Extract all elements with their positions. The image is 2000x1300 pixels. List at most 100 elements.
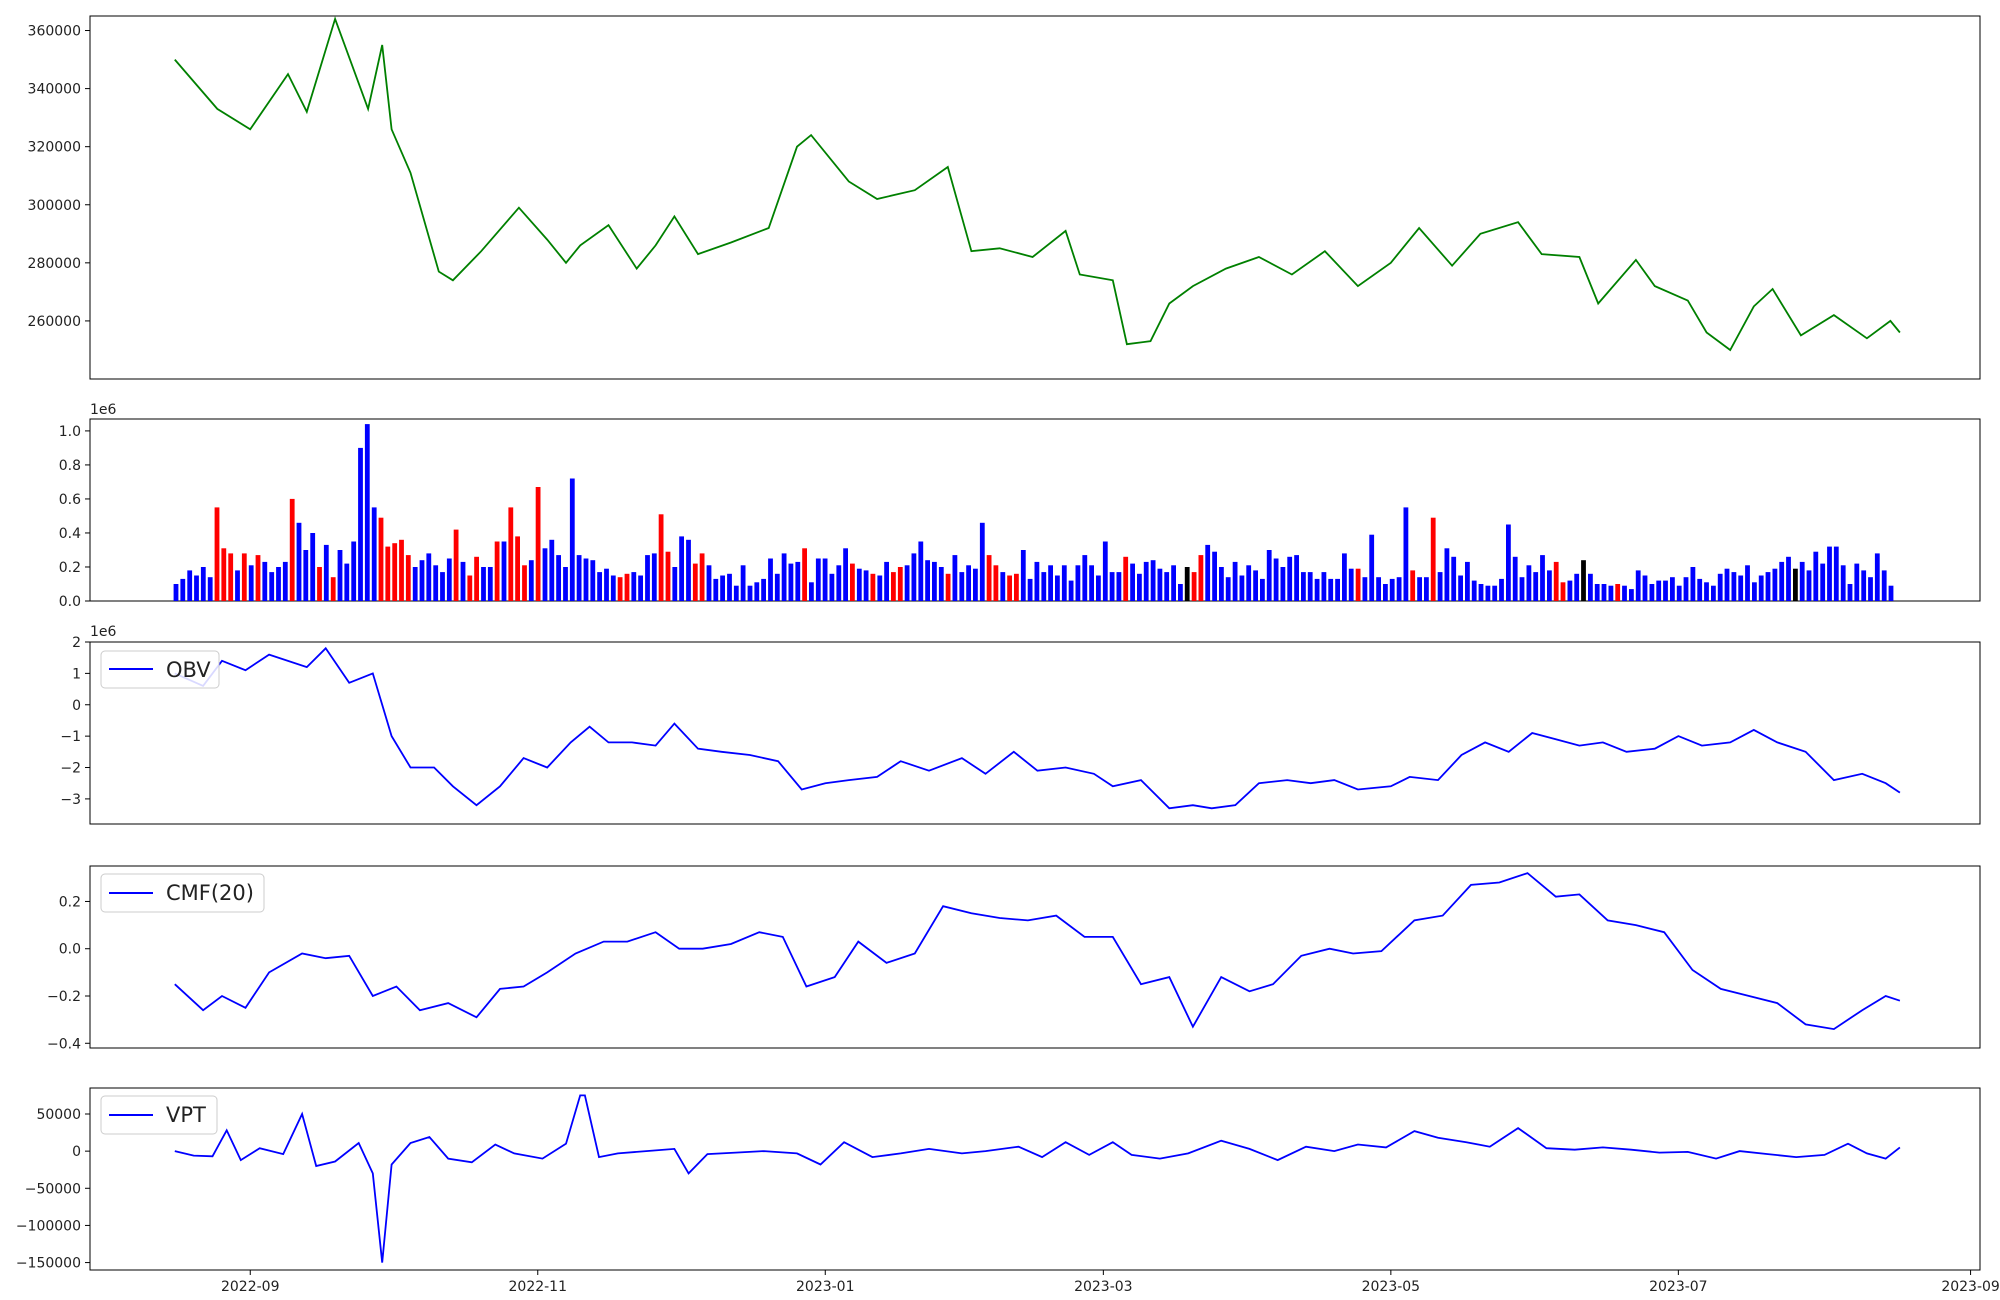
volume-bar <box>870 573 876 601</box>
volume-offset-label: 1e6 <box>90 402 117 418</box>
volume-bar <box>556 555 561 601</box>
y-tick-label: 0.0 <box>59 594 81 610</box>
volume-bar <box>1547 570 1552 601</box>
volume-bar <box>446 558 452 601</box>
panel-cmf: −0.4 −0.2 0.0 0.2 CMF(20) <box>47 865 1981 1052</box>
volume-bar <box>1861 570 1867 601</box>
price-y-axis: 260000 280000 300000 320000 340000 360000 <box>28 24 90 330</box>
volume-bar <box>173 584 179 601</box>
volume-bar <box>658 514 664 601</box>
volume-bar <box>1342 553 1347 601</box>
y-tick-label: 50000 <box>36 1107 81 1123</box>
volume-bar <box>1444 548 1450 601</box>
volume-bar <box>986 555 992 601</box>
cmf-axes-frame <box>89 865 1981 1049</box>
volume-bar <box>317 567 322 601</box>
volume-bar <box>255 555 261 601</box>
volume-bar <box>829 573 835 601</box>
volume-bar <box>1437 572 1443 601</box>
volume-bar <box>891 572 896 601</box>
volume-bar <box>1765 572 1771 601</box>
volume-bar <box>754 582 760 601</box>
volume-bar <box>207 577 213 601</box>
volume-bar <box>1806 570 1812 601</box>
volume-bar <box>843 548 848 601</box>
volume-bar <box>638 575 643 601</box>
obv-legend-box <box>100 650 220 689</box>
volume-bar <box>1130 563 1135 601</box>
volume-bar <box>419 560 425 601</box>
volume-bar <box>979 522 985 601</box>
volume-bar <box>1096 575 1101 601</box>
y-tick-label: −0.2 <box>47 989 81 1005</box>
volume-bar <box>1813 551 1819 601</box>
volume-bar <box>228 553 234 601</box>
y-tick-label: −3 <box>60 792 81 808</box>
volume-bar <box>1301 572 1306 601</box>
volume-bar <box>1635 570 1641 601</box>
y-tick-label: 360000 <box>28 24 81 40</box>
volume-bar <box>371 507 377 601</box>
volume-bar <box>1061 565 1067 601</box>
y-tick-label: 0 <box>72 1144 81 1160</box>
volume-bar <box>768 558 773 601</box>
volume-bar <box>399 539 404 601</box>
volume-bar <box>1294 555 1299 601</box>
volume-bar <box>440 572 445 601</box>
volume-bar <box>528 560 534 601</box>
volume-bar <box>645 555 650 601</box>
y-tick-label: −2 <box>60 761 81 777</box>
volume-bar <box>1758 575 1764 601</box>
volume-bar <box>303 550 309 601</box>
volume-bar <box>549 539 555 601</box>
panel-volume: 1e6 0.0 0.2 0.4 0.6 0.8 1.0 <box>59 402 1981 610</box>
volume-bar <box>809 582 814 601</box>
volume-bar <box>385 546 391 601</box>
volume-bar <box>433 565 439 601</box>
volume-bar <box>1089 565 1094 601</box>
volume-bar <box>1690 567 1696 601</box>
volume-bar <box>1403 507 1409 601</box>
volume-bar <box>1465 561 1470 601</box>
obv-y-axis: −3 −2 −1 0 1 2 <box>60 635 90 808</box>
volume-bar <box>214 507 220 601</box>
volume-bar <box>1738 575 1744 601</box>
obv-legend: OBV <box>100 650 220 689</box>
volume-bar <box>795 561 801 601</box>
price-line <box>174 16 1901 352</box>
volume-bar <box>1369 534 1375 601</box>
vpt-legend-box <box>100 1095 218 1135</box>
volume-bar <box>1178 584 1183 601</box>
volume-bar <box>494 541 500 601</box>
y-tick-label: 340000 <box>28 82 81 98</box>
volume-bar <box>1793 568 1798 601</box>
volume-bar <box>1048 565 1053 601</box>
volume-bar <box>426 553 432 601</box>
volume-bar <box>1020 550 1026 601</box>
volume-bar <box>1656 580 1662 601</box>
volume-bar <box>1143 561 1149 601</box>
volume-bar <box>1157 568 1163 601</box>
volume-bar <box>1594 584 1600 601</box>
volume-bar <box>1779 561 1785 601</box>
y-tick-label: 260000 <box>28 314 81 330</box>
volume-bar <box>911 553 917 601</box>
x-tick-label: 2023-01 <box>796 1279 855 1295</box>
x-tick-label: 2023-05 <box>1362 1279 1421 1295</box>
volume-bar <box>1485 585 1491 601</box>
volume-bar <box>1068 580 1074 601</box>
volume-bar <box>515 536 520 601</box>
volume-bar <box>686 539 691 601</box>
y-tick-label: 280000 <box>28 256 81 272</box>
volume-bar <box>1553 561 1559 601</box>
volume-bar <box>1150 560 1156 601</box>
y-tick-label: 0.4 <box>59 526 81 542</box>
volume-bar <box>959 572 965 601</box>
y-tick-label: 0.0 <box>59 942 81 958</box>
volume-bar <box>1711 585 1716 601</box>
volume-bar <box>1417 577 1422 601</box>
volume-bar <box>1198 555 1204 601</box>
volume-bar <box>672 567 678 601</box>
panel-price: 260000 280000 300000 320000 340000 360000 <box>28 15 1981 380</box>
